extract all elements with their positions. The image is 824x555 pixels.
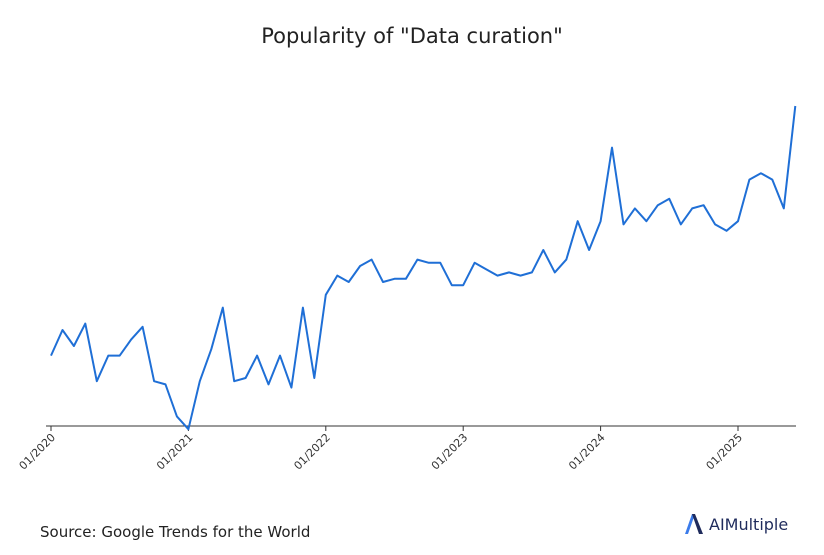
x-tick-label: 01/2020 — [17, 431, 59, 473]
brand-logo: AIMultiple — [683, 512, 788, 536]
series-group — [50, 105, 797, 431]
x-tick-label: 01/2024 — [566, 431, 608, 473]
x-tick-label: 01/2023 — [429, 431, 471, 473]
series-line — [50, 105, 797, 431]
x-tick-label: 01/2025 — [704, 431, 746, 473]
x-axis-ticks: 01/2020 01/2021 01/2022 01/2023 01/2024 01/20… — [17, 426, 746, 473]
x-tick-label: 01/2022 — [291, 431, 333, 473]
x-tick-label: 01/2021 — [154, 431, 196, 473]
chart-title: Popularity of "Data curation" — [261, 24, 563, 48]
brand-name: AIMultiple — [709, 514, 789, 534]
source-note: Source: Google Trends for the World — [40, 523, 311, 541]
aimultiple-logo-icon — [685, 514, 703, 534]
